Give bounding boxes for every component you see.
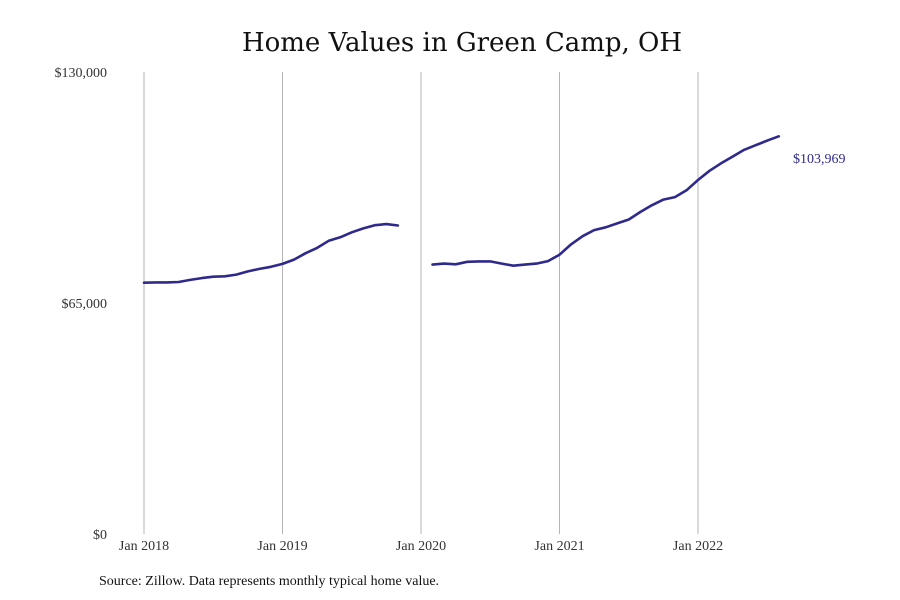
chart-title: Home Values in Green Camp, OH [242, 28, 682, 58]
latest-value-label: $103,969 [793, 152, 846, 167]
y-axis: $0 $65,000 $130,000 [55, 66, 108, 543]
x-tick-label-0: Jan 2018 [119, 539, 169, 554]
y-tick-label-0: $0 [93, 528, 107, 543]
x-axis: Jan 2018 Jan 2019 Jan 2020 Jan 2021 Jan 2022 [119, 539, 723, 554]
y-tick-label-2: $130,000 [55, 66, 108, 81]
series-line-segment-0 [142, 222, 400, 285]
source-note: Source: Zillow. Data represents monthly … [99, 574, 439, 589]
x-tick-label-3: Jan 2021 [534, 539, 584, 554]
x-tick-label-4: Jan 2022 [673, 539, 723, 554]
x-tick-label-1: Jan 2019 [257, 539, 307, 554]
series-home-value [142, 135, 781, 285]
y-tick-label-1: $65,000 [62, 297, 108, 312]
gridlines [143, 72, 699, 534]
x-tick-label-2: Jan 2020 [396, 539, 446, 554]
series-line-segment-1 [431, 135, 781, 268]
